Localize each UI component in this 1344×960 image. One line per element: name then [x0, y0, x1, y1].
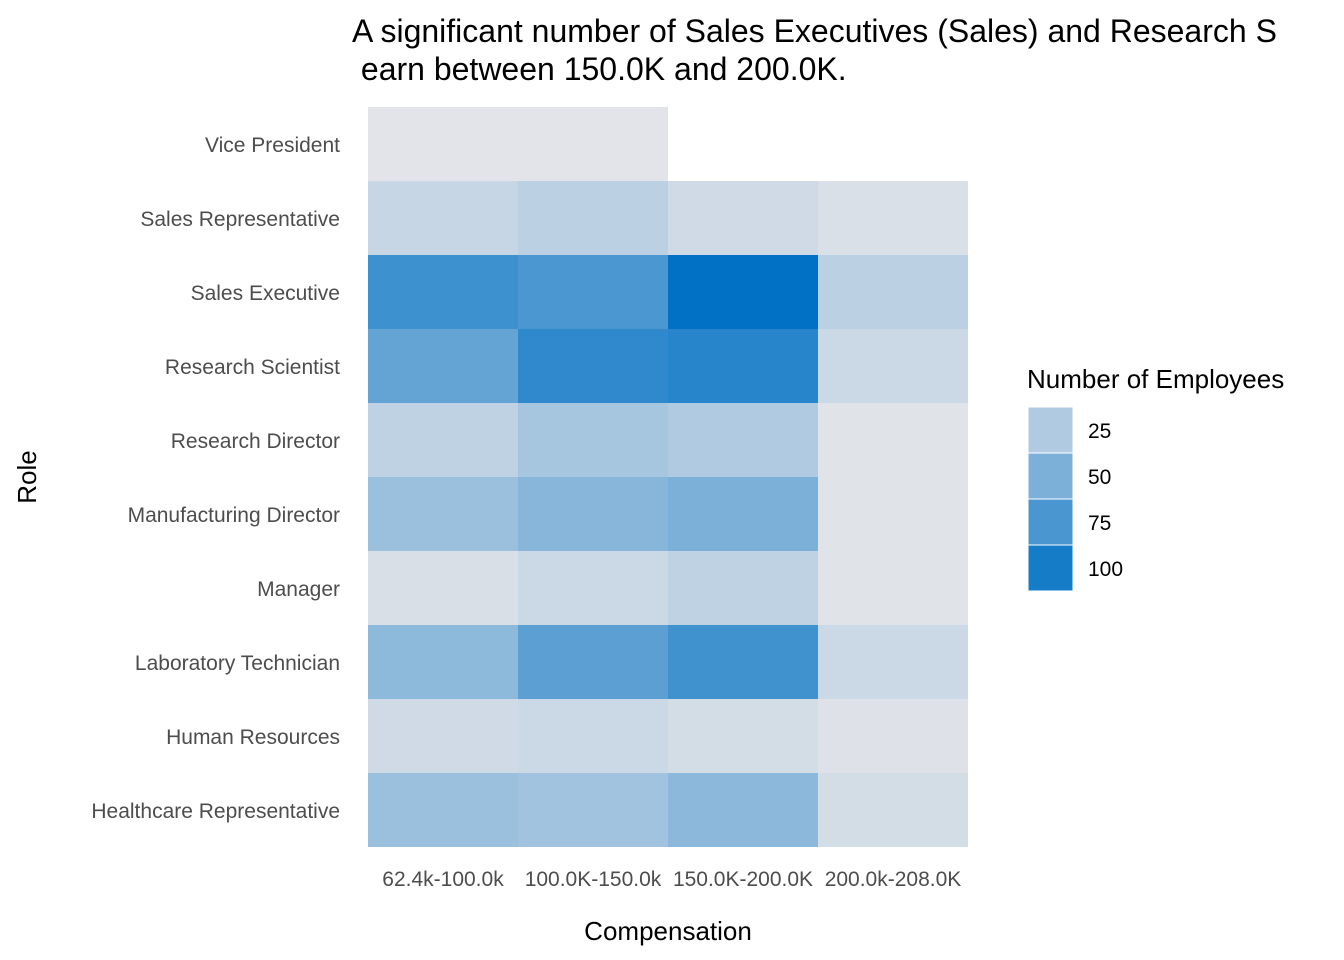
legend-key-label: 75 [1088, 512, 1111, 535]
y-tick-label: Human Resources [166, 726, 340, 749]
heatmap-cell-healthcare-representative-1 [518, 773, 668, 847]
heatmap-cell-manufacturing-director-3 [818, 477, 968, 551]
heatmap-cell-healthcare-representative-2 [668, 773, 818, 847]
heatmap-cell-sales-representative-3 [818, 181, 968, 255]
x-tick-label: 62.4k-100.0k [382, 868, 504, 891]
legend-keys: 25 50 75 100 [1027, 406, 1123, 592]
heatmap-cell-manager-1 [518, 551, 668, 625]
y-tick-label: Manufacturing Director [128, 504, 340, 527]
x-tick-label: 100.0K-150.0k [525, 868, 662, 891]
heatmap-cell-sales-executive-1 [518, 255, 668, 329]
heatmap-cell-laboratory-technician-2 [668, 625, 818, 699]
x-tick-label: 150.0K-200.0K [673, 868, 813, 891]
heatmap-cell-laboratory-technician-0 [368, 625, 518, 699]
x-axis-tick-labels: 62.4k-100.0k 100.0K-150.0k 150.0K-200.0K 20… [382, 868, 961, 891]
heatmap-cell-manager-2 [668, 551, 818, 625]
heatmap-cell-sales-executive-0 [368, 255, 518, 329]
heatmap-cell-human-resources-0 [368, 699, 518, 773]
y-tick-label: Laboratory Technician [135, 652, 340, 675]
y-axis-title: Role [12, 450, 42, 503]
legend-key-label: 100 [1088, 558, 1123, 581]
legend-title: Number of Employees [1027, 364, 1284, 394]
heatmap-cell-manufacturing-director-2 [668, 477, 818, 551]
heatmap-cell-vice-president-1 [518, 107, 668, 181]
y-tick-label: Research Director [171, 430, 340, 453]
y-axis-tick-labels: Vice President Sales Representative Sales … [91, 134, 340, 823]
y-tick-label: Manager [257, 578, 340, 601]
legend-key-swatch [1027, 406, 1074, 454]
legend-key-swatch [1027, 544, 1074, 592]
heatmap-cell-sales-representative-2 [668, 181, 818, 255]
heatmap-cell-vice-president-0 [368, 107, 518, 181]
legend-key-label: 25 [1088, 420, 1111, 443]
chart-title-line-1: A significant number of Sales Executives… [352, 13, 1277, 49]
heatmap-cell-sales-representative-1 [518, 181, 668, 255]
heatmap-cell-human-resources-2 [668, 699, 818, 773]
heatmap-cell-research-director-1 [518, 403, 668, 477]
heatmap-cell-research-director-3 [818, 403, 968, 477]
heatmap-cells [368, 107, 968, 847]
y-tick-label: Sales Executive [191, 282, 340, 305]
y-tick-label: Vice President [205, 134, 340, 157]
heatmap-cell-sales-representative-0 [368, 181, 518, 255]
heatmap-cell-sales-executive-3 [818, 255, 968, 329]
heatmap-cell-healthcare-representative-3 [818, 773, 968, 847]
heatmap-cell-research-scientist-3 [818, 329, 968, 403]
heatmap-cell-research-director-2 [668, 403, 818, 477]
chart-title: A significant number of Sales Executives… [352, 13, 1277, 87]
legend-key-swatch [1027, 498, 1074, 546]
y-tick-label: Research Scientist [165, 356, 340, 379]
heatmap-cell-manufacturing-director-0 [368, 477, 518, 551]
heatmap-cell-sales-executive-2 [668, 255, 818, 329]
heatmap-cell-research-scientist-0 [368, 329, 518, 403]
heatmap-cell-research-scientist-2 [668, 329, 818, 403]
y-tick-label: Healthcare Representative [91, 800, 340, 823]
chart-title-line-2: earn between 150.0K and 200.0K. [352, 51, 847, 87]
legend: Number of Employees 25 50 75 100 [1027, 364, 1284, 592]
heatmap-cell-manager-0 [368, 551, 518, 625]
heatmap-cell-laboratory-technician-3 [818, 625, 968, 699]
heatmap-cell-laboratory-technician-1 [518, 625, 668, 699]
legend-key-label: 50 [1088, 466, 1111, 489]
y-tick-label: Sales Representative [140, 208, 340, 231]
heatmap-cell-manager-3 [818, 551, 968, 625]
x-tick-label: 200.0k-208.0K [825, 868, 962, 891]
heatmap-cell-manufacturing-director-1 [518, 477, 668, 551]
heatmap-cell-human-resources-1 [518, 699, 668, 773]
x-axis-title: Compensation [584, 916, 752, 946]
heatmap-cell-human-resources-3 [818, 699, 968, 773]
legend-key-swatch [1027, 452, 1074, 500]
heatmap-cell-research-director-0 [368, 403, 518, 477]
heatmap-cell-healthcare-representative-0 [368, 773, 518, 847]
heatmap-cell-research-scientist-1 [518, 329, 668, 403]
